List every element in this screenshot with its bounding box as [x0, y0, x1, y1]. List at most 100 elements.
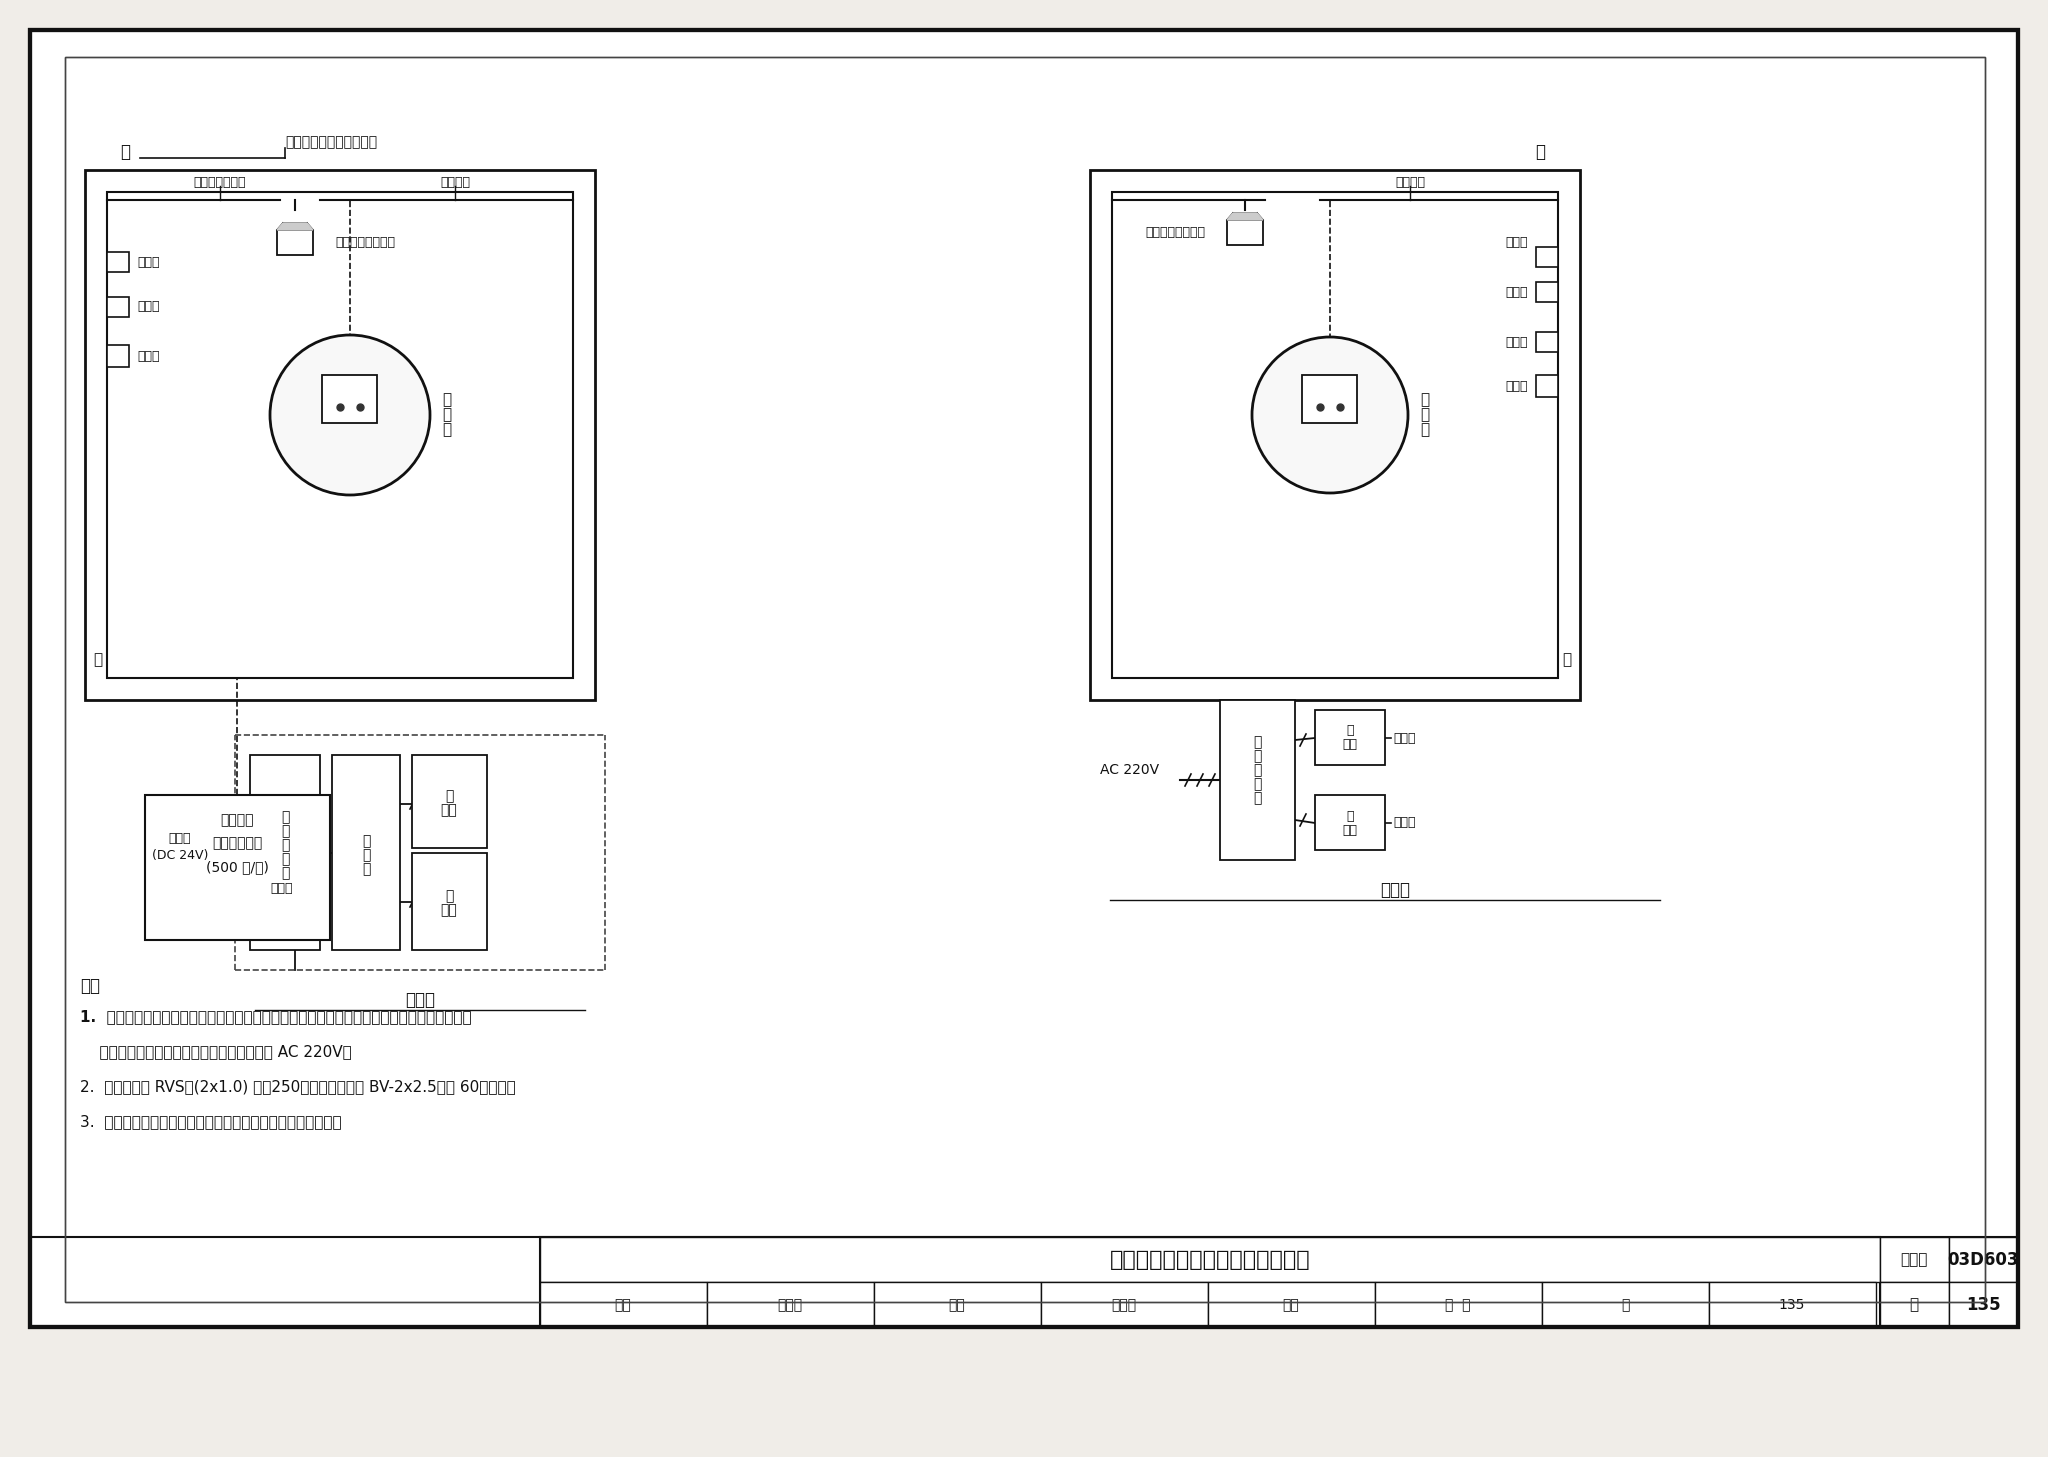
- Bar: [1536, 283, 1559, 302]
- Bar: [1315, 710, 1384, 765]
- Text: 盒: 盒: [362, 863, 371, 876]
- Bar: [31, 31, 2017, 1327]
- Text: 控: 控: [362, 833, 371, 848]
- Text: 壁: 壁: [442, 392, 451, 408]
- Text: 式: 式: [1419, 423, 1430, 437]
- Text: 电: 电: [444, 889, 453, 903]
- Bar: [106, 345, 129, 367]
- Text: 排: 排: [444, 790, 453, 803]
- Bar: [31, 1237, 2017, 1327]
- Bar: [1880, 1282, 1950, 1327]
- Bar: [66, 57, 1985, 1303]
- Text: 排风扇: 排风扇: [1505, 236, 1528, 249]
- Text: 校对: 校对: [948, 1298, 965, 1311]
- Bar: [874, 1282, 1040, 1327]
- Bar: [1374, 1282, 1542, 1327]
- Text: 警: 警: [281, 852, 289, 865]
- Text: 器: 器: [281, 865, 289, 880]
- Text: 报: 报: [281, 838, 289, 852]
- Polygon shape: [276, 223, 313, 230]
- Text: 可燃气体: 可燃气体: [221, 813, 254, 828]
- Text: 朱甫泉: 朱甫泉: [778, 1298, 803, 1311]
- Text: 线盒: 线盒: [1343, 739, 1358, 752]
- Bar: [707, 1282, 874, 1327]
- Bar: [1950, 1282, 2017, 1327]
- Text: 供电线: 供电线: [168, 832, 190, 845]
- Text: 页: 页: [1909, 1298, 1919, 1313]
- Text: 电磁阀: 电磁阀: [137, 300, 160, 313]
- Text: 个外部设备（排风扇和电磁阀），触点容量 AC 220V。: 个外部设备（排风扇和电磁阀），触点容量 AC 220V。: [80, 1045, 352, 1059]
- Text: 独立型: 独立型: [1380, 881, 1409, 899]
- Text: AC 220V: AC 220V: [1100, 763, 1159, 777]
- Bar: [1040, 1282, 1208, 1327]
- Text: 梁秀英: 梁秀英: [1112, 1298, 1137, 1311]
- Text: 风扇: 风扇: [440, 803, 457, 817]
- Bar: [1950, 1237, 2017, 1282]
- Text: 3.  排风扇安装位置由设计院确定，电磁阀安装在管道阀门处。: 3. 排风扇安装位置由设计院确定，电磁阀安装在管道阀门处。: [80, 1115, 342, 1129]
- Bar: [1880, 1237, 1950, 1282]
- Text: 壁: 壁: [94, 653, 102, 667]
- Bar: [1536, 248, 1559, 267]
- Text: 系统型: 系统型: [406, 991, 434, 1010]
- Text: 注：: 注：: [80, 978, 100, 995]
- Text: 控制管线: 控制管线: [1395, 175, 1425, 188]
- Bar: [412, 852, 487, 950]
- Bar: [541, 1237, 1880, 1282]
- Bar: [322, 374, 377, 423]
- Text: 制: 制: [362, 848, 371, 863]
- Text: 接: 接: [1346, 724, 1354, 737]
- Text: 排风扇: 排风扇: [1393, 731, 1415, 745]
- Bar: [541, 1237, 1880, 1327]
- Text: 控制盒: 控制盒: [137, 350, 160, 363]
- Text: 顶: 顶: [121, 143, 129, 162]
- Text: 式: 式: [442, 423, 451, 437]
- Text: 挂: 挂: [442, 408, 451, 423]
- Bar: [332, 755, 399, 950]
- Text: 审核: 审核: [614, 1298, 631, 1311]
- Text: 电磁阀: 电磁阀: [1393, 816, 1415, 829]
- Text: 2.  信号线选用 RVS－(2x1.0) 可带250户，电源线选用 BV-2x2.5可带 60户左右。: 2. 信号线选用 RVS－(2x1.0) 可带250户，电源线选用 BV-2x2…: [80, 1080, 516, 1094]
- Text: 气: 气: [1253, 749, 1262, 763]
- Text: 器: 器: [1253, 791, 1262, 806]
- Bar: [412, 755, 487, 848]
- Text: 03D603: 03D603: [1948, 1252, 2019, 1269]
- Bar: [1315, 796, 1384, 849]
- Text: 图集号: 图集号: [1901, 1253, 1927, 1268]
- Text: 顶顶式燃气报警器: 顶顶式燃气报警器: [1145, 226, 1204, 239]
- Bar: [145, 796, 330, 940]
- Bar: [276, 230, 313, 255]
- Bar: [106, 252, 129, 272]
- Bar: [1303, 374, 1358, 423]
- Text: 磁阀: 磁阀: [440, 903, 457, 916]
- Bar: [31, 31, 2017, 1327]
- Text: 壁: 壁: [1563, 653, 1571, 667]
- Text: 监视系统主机: 监视系统主机: [211, 836, 262, 849]
- Text: 气: 气: [281, 825, 289, 838]
- Text: 警: 警: [1253, 777, 1262, 791]
- Text: 燃: 燃: [281, 810, 289, 825]
- Bar: [106, 297, 129, 318]
- Bar: [1227, 220, 1264, 245]
- Bar: [541, 1282, 707, 1327]
- Text: 控制管线: 控制管线: [440, 175, 469, 188]
- Bar: [1208, 1282, 1374, 1327]
- Bar: [1536, 332, 1559, 353]
- Bar: [1542, 1282, 1708, 1327]
- Text: 接可燃气体监控系统主机: 接可燃气体监控系统主机: [285, 136, 377, 149]
- Bar: [31, 31, 2017, 1327]
- Text: 线盒: 线盒: [1343, 823, 1358, 836]
- Bar: [250, 755, 319, 950]
- Text: 厨房可燃气体报警器安装图（二）: 厨房可燃气体报警器安装图（二）: [1110, 1250, 1311, 1271]
- Text: 设计: 设计: [1282, 1298, 1298, 1311]
- Text: 页: 页: [1620, 1298, 1630, 1311]
- Text: 顶: 顶: [1536, 143, 1544, 162]
- Text: 挂: 挂: [1419, 408, 1430, 423]
- Text: 1.  可燃气体报警器可顶顶安装亦可壁挂安装，而且分为系统型和独立型，各种型号均可控制两: 1. 可燃气体报警器可顶顶安装亦可壁挂安装，而且分为系统型和独立型，各种型号均可…: [80, 1010, 471, 1024]
- Bar: [1708, 1282, 1876, 1327]
- Bar: [1536, 374, 1559, 396]
- Text: 顶顶式燃气报警器: 顶顶式燃气报警器: [336, 236, 395, 249]
- Text: 控制盒: 控制盒: [1505, 379, 1528, 392]
- Text: 控制盒: 控制盒: [1505, 286, 1528, 299]
- Text: 135: 135: [1780, 1298, 1804, 1311]
- Text: 张  锐: 张 锐: [1446, 1298, 1470, 1311]
